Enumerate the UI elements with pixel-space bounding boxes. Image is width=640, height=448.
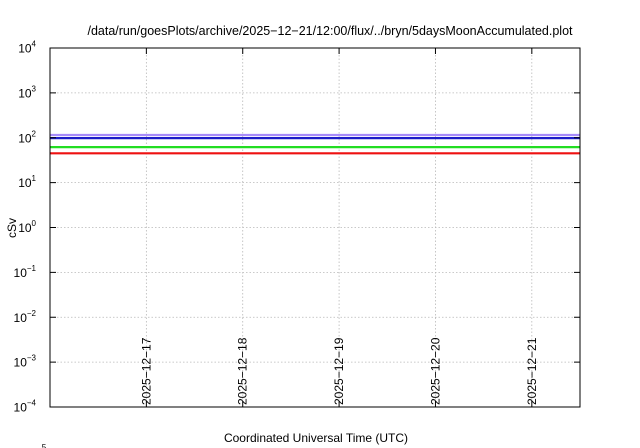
x-tick-label: 2025−12−18 xyxy=(236,337,250,405)
x-tick-label: 2025−12−17 xyxy=(139,337,153,405)
footer-fragment: 5 xyxy=(42,443,47,448)
y-tick-label: 10−2 xyxy=(14,309,37,325)
y-tick-exponent: 1 xyxy=(32,174,37,183)
y-tick-exponent: −2 xyxy=(27,309,37,318)
y-tick-exponent: 0 xyxy=(32,219,37,228)
y-tick-label: 10−4 xyxy=(14,399,37,415)
plot-frame xyxy=(49,47,581,408)
x-tick-label: 2025−12−21 xyxy=(525,337,539,405)
y-tick-exponent: −4 xyxy=(27,399,37,408)
series-layer xyxy=(50,133,580,155)
y-tick-label: 104 xyxy=(18,40,36,56)
y-tick-label: 100 xyxy=(18,219,36,235)
x-axis: 2025−12−17 2025−12−18 2025−12−19 2025−12−20… xyxy=(139,48,539,407)
y-tick-label: 10−1 xyxy=(14,264,37,280)
y-tick-label: 103 xyxy=(18,84,36,100)
y-tick-label: 10−3 xyxy=(14,354,37,370)
x-axis-label: Coordinated Universal Time (UTC) xyxy=(224,431,408,445)
y-tick-exponent: −3 xyxy=(27,354,37,363)
y-tick-label: 101 xyxy=(18,174,36,190)
y-tick-exponent: −1 xyxy=(27,264,37,273)
grid xyxy=(50,48,580,407)
y-tick-exponent: 4 xyxy=(32,40,37,49)
y-axis-label: cSv xyxy=(5,218,19,238)
y-tick-label: 102 xyxy=(18,129,36,145)
chart-title: /data/run/goesPlots/archive/2025−12−21/1… xyxy=(87,24,573,38)
x-tick-label: 2025−12−20 xyxy=(428,337,442,405)
y-tick-exponent: 2 xyxy=(32,129,37,138)
x-tick-label: 2025−12−19 xyxy=(332,337,346,405)
y-tick-exponent: 3 xyxy=(32,84,37,93)
